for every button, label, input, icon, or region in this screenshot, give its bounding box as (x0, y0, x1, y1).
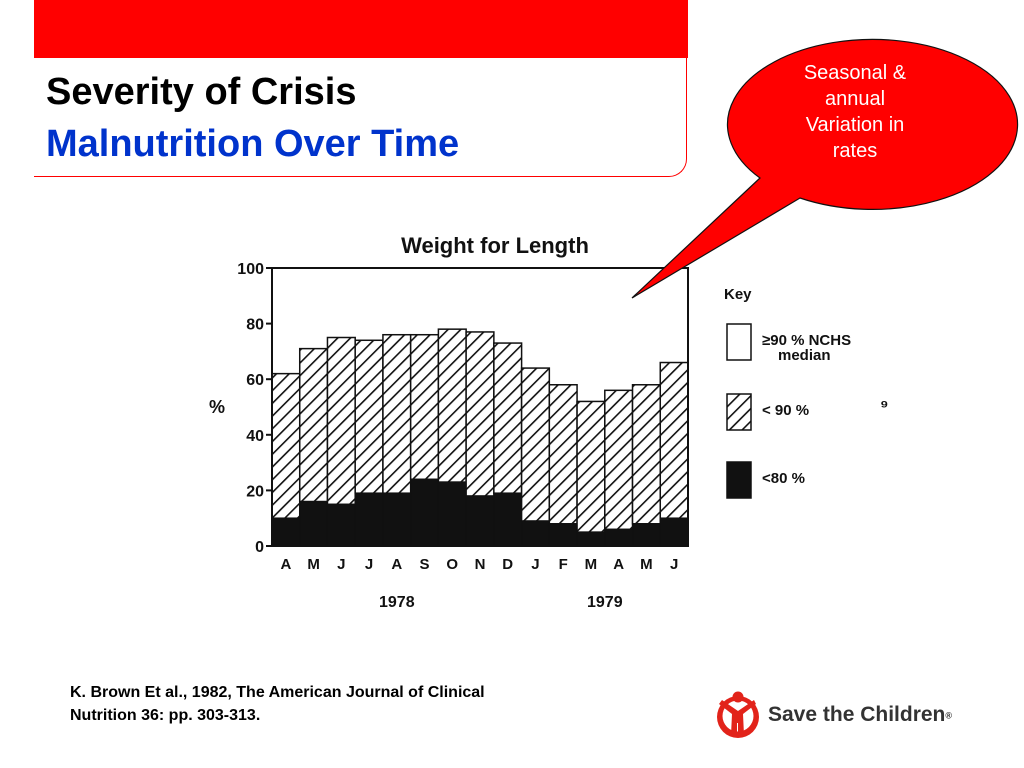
legend-swatch (726, 323, 752, 361)
bar-under-90 (520, 367, 551, 522)
y-tick-label: 100 (237, 261, 264, 278)
bar-under-80 (548, 523, 578, 547)
x-tick-label: O (446, 556, 458, 573)
bar-under-80 (382, 492, 412, 547)
x-tick-label: A (613, 556, 624, 573)
citation-line: K. Brown Et al., 1982, The American Jour… (70, 684, 485, 701)
citation-line: Nutrition 36: pp. 303-313. (70, 707, 261, 725)
year-label: 1978 (379, 594, 415, 611)
x-tick-label: N (475, 556, 486, 573)
x-tick-label: A (391, 556, 402, 573)
bar-under-80 (271, 517, 301, 547)
bar-under-80 (410, 478, 439, 547)
x-tick-label: M (307, 556, 320, 573)
year-label: 1979 (587, 594, 623, 611)
y-axis-label: % (209, 397, 225, 417)
bar-under-90 (437, 328, 467, 483)
legend-label: < 90 % (762, 402, 809, 419)
bar-under-90 (465, 331, 495, 497)
bar-under-90 (382, 333, 412, 494)
legend-label: ≥90 % NCHS (762, 332, 851, 349)
callout-text: Seasonal & annual Variation in rates (740, 60, 970, 164)
x-tick-label: J (337, 556, 345, 573)
legend-title: Key (724, 286, 752, 303)
x-tick-label: M (585, 556, 598, 573)
bar-under-90 (548, 384, 578, 525)
header-red-bar (34, 0, 688, 58)
x-tick-label: S (420, 556, 430, 573)
plot-frame (271, 267, 689, 547)
y-tick-label: 60 (246, 372, 264, 389)
slide-subtitle: Malnutrition Over Time (46, 123, 460, 165)
logo-text: Save the Children (768, 703, 946, 726)
callout-line: Variation in (805, 114, 905, 136)
bar-under-80 (465, 495, 495, 547)
legend-swatch (726, 393, 752, 431)
bar-under-80 (632, 523, 661, 547)
legend-label: median (778, 347, 831, 364)
child-figure-icon (717, 691, 759, 738)
chart-title: Weight for Length (401, 233, 589, 258)
bar-under-80 (659, 517, 689, 547)
callout-line: Seasonal & (803, 62, 907, 84)
bar-under-80 (354, 492, 384, 547)
bar-under-80 (493, 492, 523, 547)
bar-under-90 (631, 384, 662, 525)
bar-under-80 (437, 481, 467, 547)
x-tick-label: M (640, 556, 653, 573)
x-tick-label: J (531, 556, 539, 573)
bar-under-90 (659, 361, 689, 519)
callout-line: annual (824, 88, 886, 110)
legend-label: <80 % (762, 470, 805, 487)
stray-mark: ⁹ (880, 396, 889, 416)
bar-under-80 (326, 503, 356, 547)
x-tick-label: A (280, 556, 291, 573)
y-tick-label: 20 (246, 483, 264, 500)
x-tick-label: J (670, 556, 678, 573)
bar-under-80 (576, 531, 606, 547)
bar-under-90 (576, 400, 606, 533)
bar-under-90 (493, 342, 523, 494)
save-the-children-logo: Save the Children® (716, 683, 996, 743)
bar-under-90 (326, 336, 356, 506)
bar-under-90 (354, 339, 384, 494)
bar-under-90 (409, 333, 440, 481)
callout-line: rates (832, 140, 878, 162)
x-tick-label: F (559, 556, 568, 573)
logo-wordmark: Save the Children® (768, 703, 952, 727)
bar-under-90 (604, 389, 634, 531)
bar-under-90 (298, 347, 329, 503)
y-tick-label: 40 (246, 428, 264, 445)
citation: K. Brown Et al., 1982, The American Jour… (70, 681, 590, 727)
bar-under-80 (299, 501, 328, 547)
legend-swatch (726, 461, 752, 499)
bar-under-80 (604, 528, 634, 547)
slide-title: Severity of Crisis (46, 71, 357, 113)
bar-under-90 (271, 372, 301, 519)
registered-mark: ® (945, 710, 953, 721)
x-tick-label: J (365, 556, 373, 573)
bar-under-80 (521, 520, 550, 547)
x-tick-label: D (502, 556, 513, 573)
y-tick-label: 80 (246, 317, 264, 334)
y-tick-label: 0 (255, 539, 264, 556)
